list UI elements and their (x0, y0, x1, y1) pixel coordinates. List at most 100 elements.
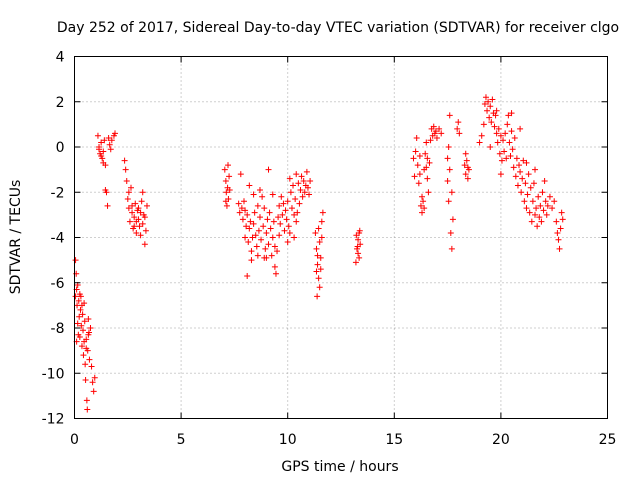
data-point (497, 132, 504, 139)
data-point (522, 180, 529, 187)
data-point (87, 325, 94, 331)
plot-frame (74, 56, 608, 419)
data-point (98, 153, 105, 160)
data-point (281, 227, 288, 234)
data-point (265, 166, 272, 173)
data-point (493, 107, 500, 114)
data-point (268, 252, 275, 259)
data-point (285, 223, 292, 230)
data-point (279, 211, 286, 218)
data-point (296, 200, 303, 207)
data-point (293, 218, 300, 225)
data-point (504, 121, 511, 128)
data-point (446, 112, 453, 119)
data-point (74, 320, 81, 327)
data-point (240, 198, 247, 205)
data-point (461, 162, 468, 169)
data-point (131, 214, 138, 221)
data-point (301, 189, 308, 196)
data-point (462, 150, 469, 157)
data-point (494, 139, 501, 146)
data-point (76, 291, 83, 298)
data-point (246, 182, 253, 189)
data-point (447, 229, 454, 236)
data-point (455, 119, 462, 126)
data-point (239, 216, 246, 223)
data-point (454, 125, 461, 132)
data-point (102, 186, 109, 193)
data-point (554, 229, 561, 236)
data-point (250, 191, 257, 198)
data-point (101, 137, 108, 144)
data-point (480, 121, 487, 128)
data-point (505, 112, 512, 119)
data-point (524, 191, 531, 198)
data-point (261, 205, 268, 212)
data-point (532, 211, 539, 218)
x-tick-label: 20 (492, 432, 510, 448)
data-point (486, 114, 493, 121)
data-point (84, 406, 91, 413)
data-point (527, 184, 534, 191)
data-point (223, 189, 230, 196)
data-point (284, 198, 291, 205)
grid-lines (74, 56, 608, 419)
x-tick-label: 25 (599, 432, 617, 448)
data-point (242, 207, 249, 214)
data-point (223, 202, 230, 209)
data-point (353, 232, 360, 239)
data-point (122, 166, 129, 173)
data-point (138, 198, 145, 205)
data-point (256, 186, 263, 193)
data-point (538, 218, 545, 225)
data-point (482, 94, 489, 101)
data-point (76, 313, 83, 320)
data-point (445, 144, 452, 150)
data-point (558, 209, 565, 216)
data-point (236, 209, 243, 216)
y-tick-label: 0 (56, 140, 65, 156)
data-point (261, 254, 268, 261)
data-point (267, 225, 274, 232)
data-point (127, 184, 134, 191)
data-point (238, 205, 245, 212)
data-point (278, 193, 285, 200)
data-point (510, 164, 517, 171)
data-point (124, 196, 131, 203)
data-point (75, 297, 82, 304)
data-point (430, 123, 437, 130)
data-point (416, 171, 423, 178)
data-point (142, 227, 149, 234)
data-point (307, 177, 314, 184)
data-point (82, 377, 89, 384)
data-point (293, 171, 300, 178)
data-point (419, 193, 426, 200)
data-point (106, 141, 113, 148)
data-point (221, 166, 228, 173)
data-point (354, 243, 361, 250)
data-point (318, 234, 325, 241)
data-point (517, 125, 524, 132)
data-point (135, 205, 142, 212)
data-point (509, 146, 516, 153)
data-point (258, 236, 265, 243)
data-point (247, 218, 254, 225)
data-point (271, 263, 278, 270)
data-point (143, 202, 150, 209)
data-point (294, 209, 301, 216)
data-point (107, 146, 114, 153)
data-point (83, 345, 90, 352)
data-point (85, 315, 92, 322)
data-point (456, 130, 463, 137)
data-point (299, 193, 306, 200)
data-point (222, 198, 229, 205)
data-point (518, 189, 525, 196)
data-point (262, 245, 269, 252)
data-point (544, 202, 551, 209)
data-point (557, 225, 564, 232)
data-point (432, 128, 439, 135)
y-tick-label: -4 (51, 231, 65, 247)
data-point (283, 216, 290, 223)
data-point (276, 232, 283, 239)
